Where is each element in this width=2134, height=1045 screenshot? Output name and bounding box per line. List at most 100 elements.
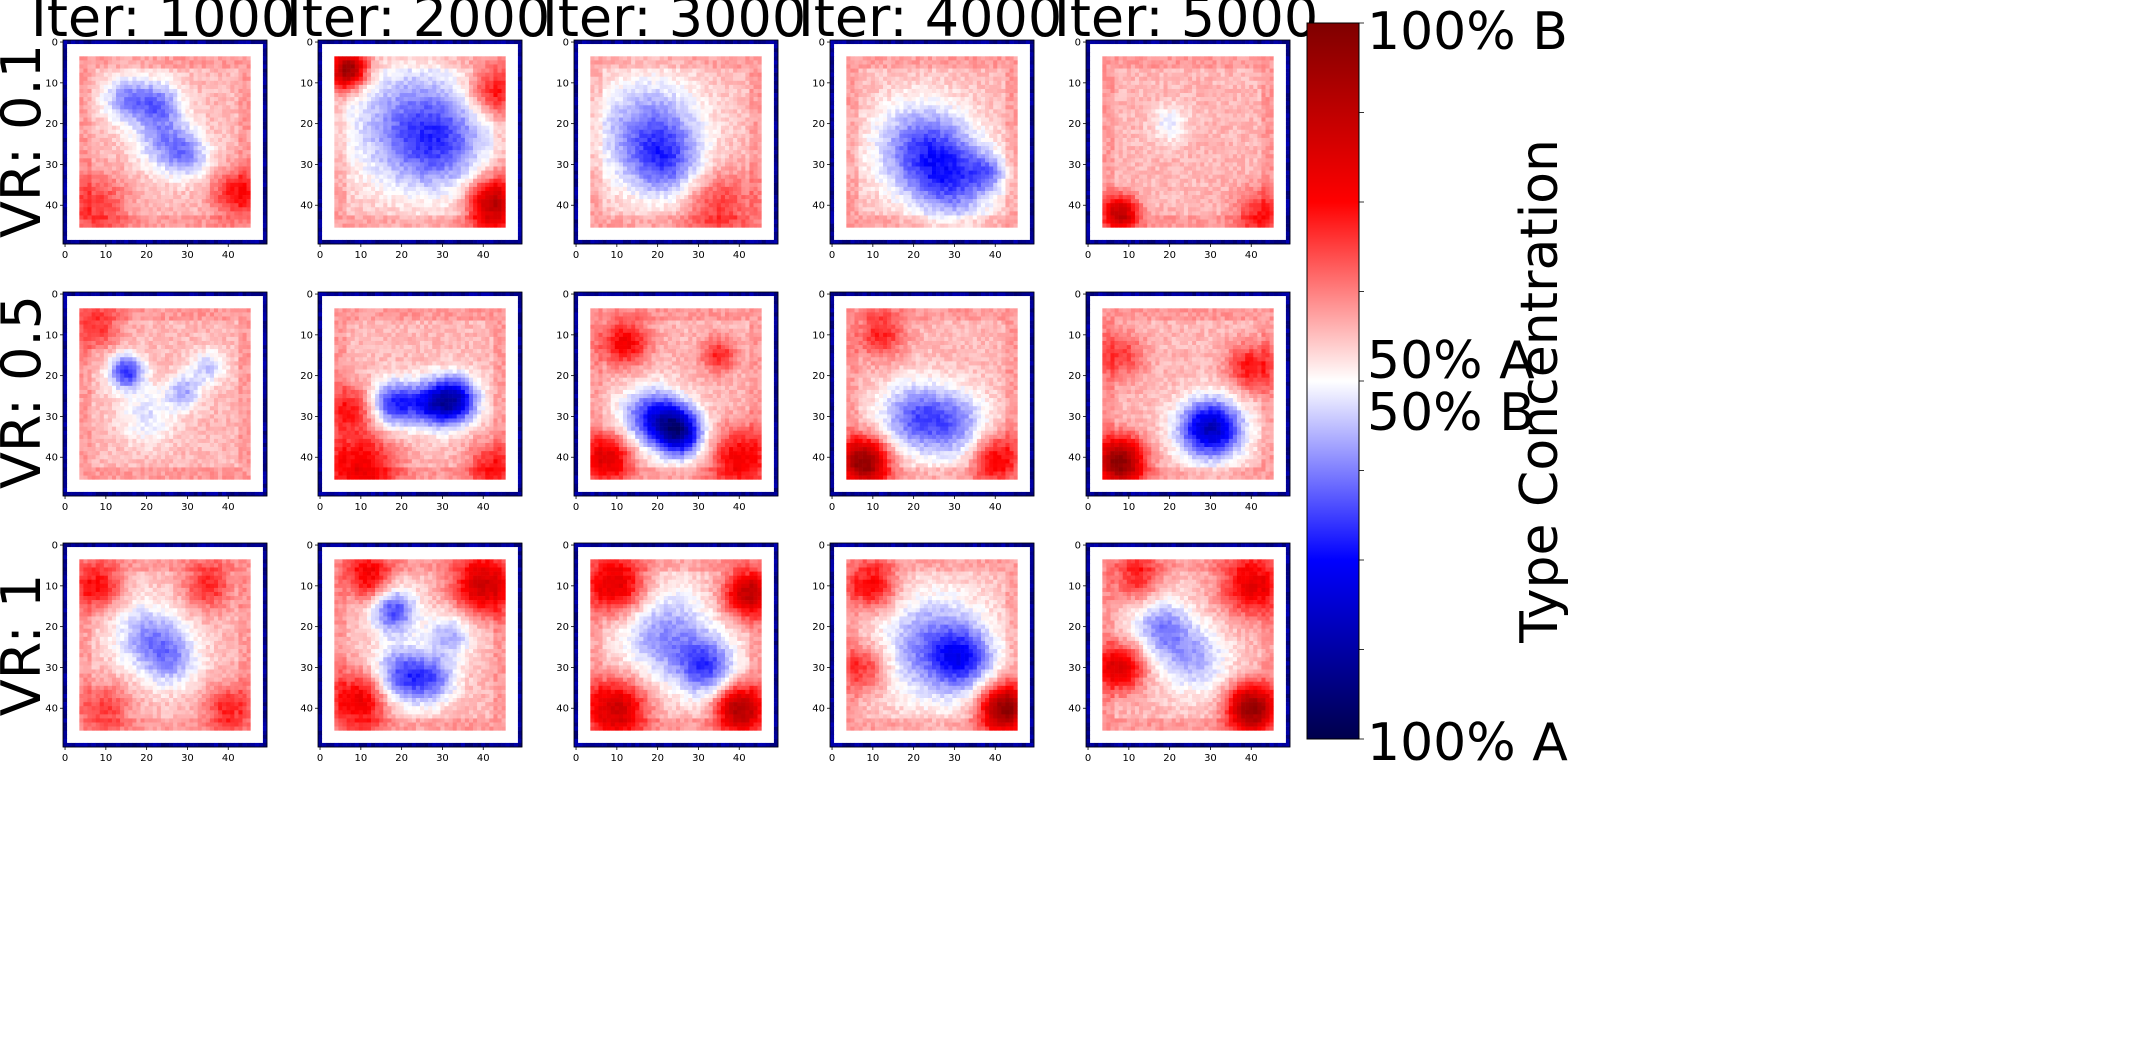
heatmap-cell (206, 130, 210, 134)
heatmap-cell (92, 211, 96, 215)
heatmap-cell (218, 215, 222, 219)
heatmap-cell (63, 175, 67, 179)
heatmap-cell (206, 142, 210, 146)
heatmap-cell (367, 48, 371, 52)
heatmap-cell (469, 52, 473, 56)
heatmap-cell (124, 93, 128, 97)
heatmap-cell (79, 158, 83, 162)
heatmap-cell (238, 126, 242, 130)
heatmap-cell (489, 64, 493, 68)
heatmap-cell (351, 69, 355, 73)
heatmap-cell (251, 93, 255, 97)
heatmap-cell (218, 236, 222, 240)
heatmap-cell (153, 56, 157, 60)
heatmap-cell (75, 224, 79, 228)
heatmap-cell (63, 69, 67, 73)
heatmap-cell (165, 232, 169, 236)
heatmap-cell (210, 122, 214, 126)
heatmap-cell (477, 77, 481, 81)
heatmap-cell (194, 113, 198, 117)
heatmap-cell (185, 130, 189, 134)
heatmap-cell (141, 142, 145, 146)
heatmap-cell (120, 158, 124, 162)
heatmap-cell (92, 175, 96, 179)
heatmap-cell (222, 73, 226, 77)
heatmap-cell (379, 60, 383, 64)
heatmap-cell (465, 89, 469, 93)
heatmap-cell (234, 191, 238, 195)
heatmap-cell (189, 187, 193, 191)
heatmap-cell (132, 175, 136, 179)
heatmap-cell (108, 134, 112, 138)
heatmap-cell (412, 44, 416, 48)
heatmap-cell (247, 207, 251, 211)
heatmap-cell (169, 146, 173, 150)
heatmap-cell (214, 228, 218, 232)
heatmap-cell (440, 40, 444, 44)
heatmap-cell (387, 40, 391, 44)
heatmap-cell (165, 109, 169, 113)
heatmap-cell (132, 228, 136, 232)
heatmap-cell (165, 40, 169, 44)
heatmap-cell (255, 232, 259, 236)
heatmap-cell (108, 207, 112, 211)
heatmap-cell (165, 154, 169, 158)
heatmap-cell (444, 73, 448, 77)
heatmap-cell (149, 48, 153, 52)
heatmap-cell (206, 224, 210, 228)
heatmap-cell (234, 236, 238, 240)
heatmap-cell (367, 40, 371, 44)
heatmap-cell (157, 64, 161, 68)
heatmap-cell (226, 228, 230, 232)
heatmap-cell (116, 73, 120, 77)
heatmap-cell (112, 48, 116, 52)
heatmap-cell (400, 85, 404, 89)
heatmap-cell (153, 93, 157, 97)
heatmap-cell (67, 85, 71, 89)
heatmap-cell (379, 44, 383, 48)
heatmap-cell (359, 89, 363, 93)
heatmap-cell (169, 166, 173, 170)
heatmap-cell (198, 187, 202, 191)
heatmap-cell (355, 73, 359, 77)
heatmap-cell (416, 52, 420, 56)
heatmap-cell (67, 228, 71, 232)
heatmap-cell (120, 118, 124, 122)
heatmap-cell (100, 118, 104, 122)
heatmap-cell (87, 40, 91, 44)
heatmap-cell (226, 60, 230, 64)
heatmap-cell (136, 109, 140, 113)
heatmap-cell (79, 81, 83, 85)
heatmap-cell (189, 215, 193, 219)
heatmap-cell (104, 44, 108, 48)
heatmap-cell (251, 60, 255, 64)
heatmap-cell (92, 118, 96, 122)
heatmap-cell (255, 142, 259, 146)
heatmap-cell (157, 228, 161, 232)
heatmap-cell (322, 77, 326, 81)
heatmap-cell (189, 158, 193, 162)
heatmap-cell (449, 69, 453, 73)
heatmap-cell (83, 122, 87, 126)
heatmap-cell (75, 52, 79, 56)
heatmap-cell (206, 187, 210, 191)
heatmap-cell (396, 77, 400, 81)
heatmap-cell (132, 105, 136, 109)
heatmap-cell (355, 81, 359, 85)
heatmap-cell (185, 126, 189, 130)
heatmap-cell (387, 44, 391, 48)
heatmap-cell (71, 73, 75, 77)
heatmap-cell (87, 171, 91, 175)
heatmap-cell (92, 44, 96, 48)
heatmap-cell (222, 40, 226, 44)
heatmap-cell (194, 52, 198, 56)
heatmap-cell (383, 56, 387, 60)
heatmap-cell (63, 154, 67, 158)
heatmap-cell (424, 85, 428, 89)
heatmap-cell (206, 101, 210, 105)
heatmap-cell (157, 171, 161, 175)
heatmap-cell (149, 109, 153, 113)
heatmap-cell (63, 207, 67, 211)
heatmap-cell (226, 207, 230, 211)
heatmap-cell (243, 97, 247, 101)
